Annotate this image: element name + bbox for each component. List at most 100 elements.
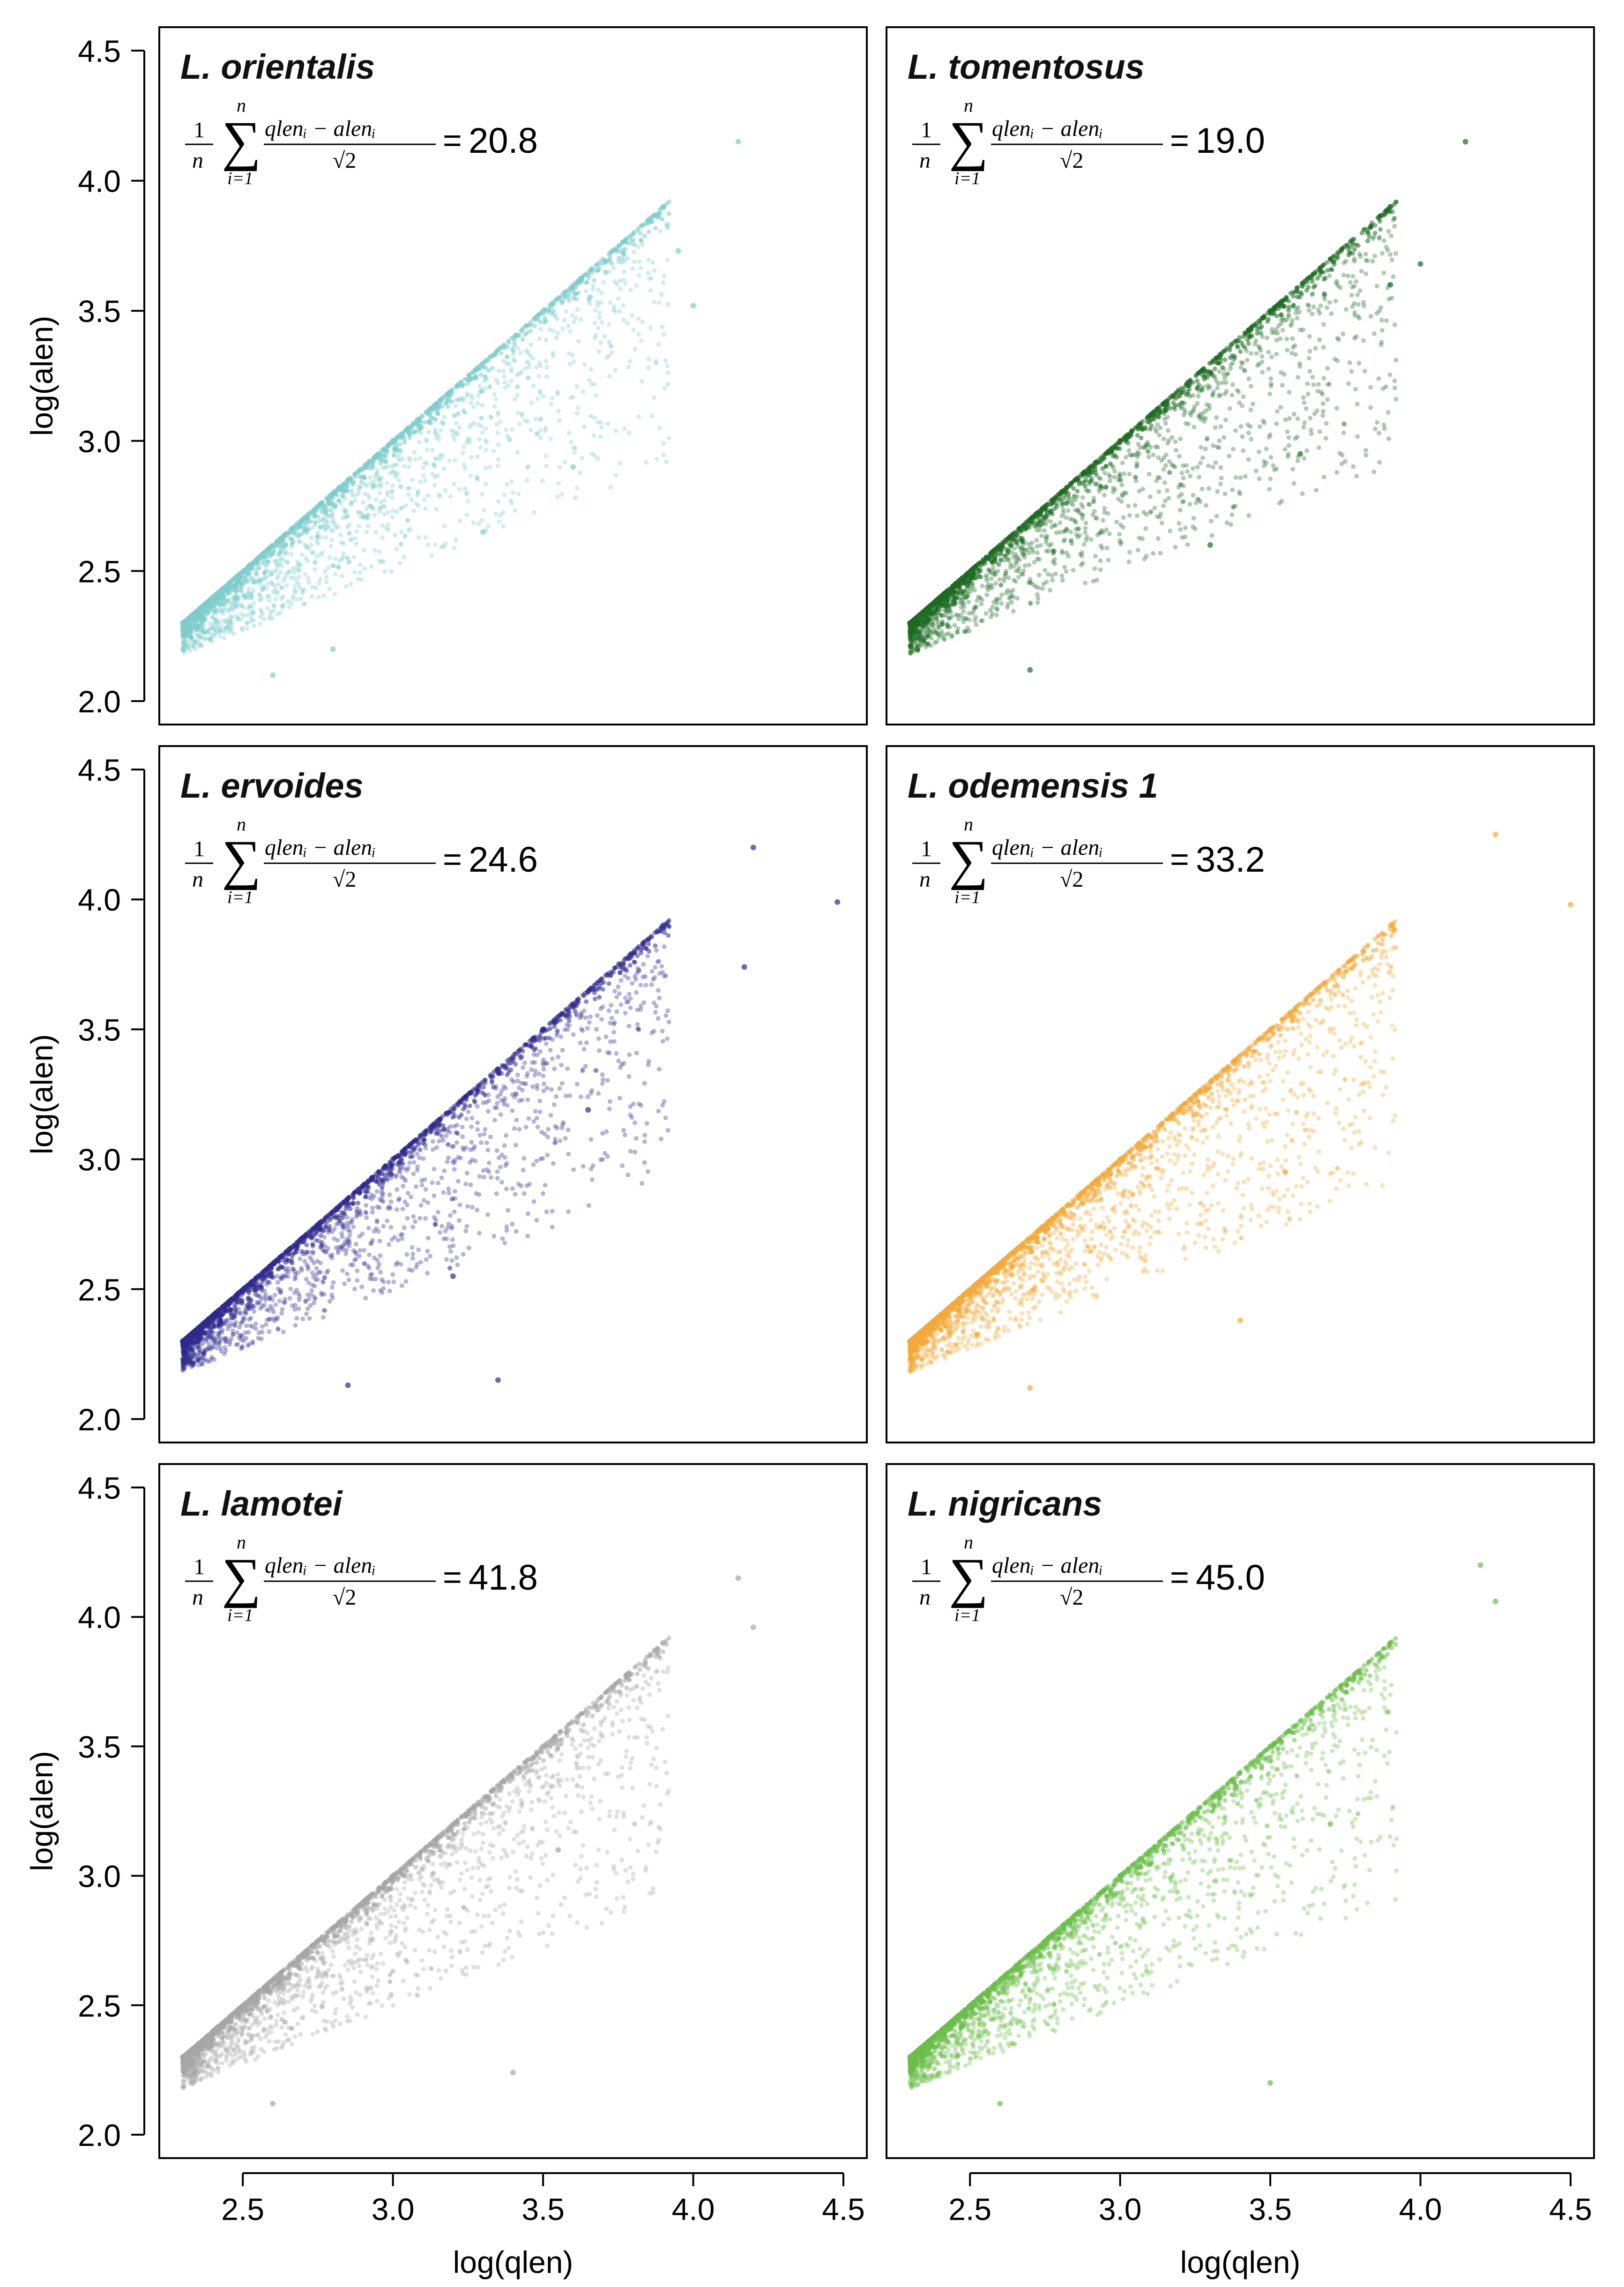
point (281, 533, 286, 538)
point (354, 541, 358, 546)
point (442, 523, 447, 529)
point (554, 316, 559, 321)
point (509, 369, 514, 374)
point (434, 507, 439, 512)
point (1323, 436, 1328, 441)
point (496, 410, 501, 415)
point (511, 351, 516, 357)
point (260, 587, 265, 592)
point (313, 560, 319, 565)
point (582, 424, 587, 429)
point (215, 598, 220, 604)
point (1140, 486, 1145, 492)
point (1095, 532, 1100, 538)
point (226, 597, 231, 602)
point (1264, 446, 1269, 451)
point (564, 309, 569, 314)
point (1265, 335, 1270, 340)
point (398, 541, 403, 546)
point (1161, 467, 1166, 472)
point (1384, 318, 1389, 323)
point (197, 644, 202, 649)
point (397, 441, 402, 447)
point (1070, 502, 1075, 508)
point (441, 466, 447, 471)
point (506, 383, 511, 389)
point (1094, 516, 1099, 521)
point (344, 489, 350, 494)
point (1191, 493, 1196, 498)
point (524, 478, 529, 483)
point (652, 268, 657, 273)
point (595, 456, 600, 461)
point (1365, 239, 1370, 244)
point (1356, 243, 1361, 248)
point (267, 598, 272, 604)
point (1266, 366, 1271, 372)
point (349, 500, 353, 504)
point (1391, 274, 1396, 279)
point (613, 428, 618, 433)
point (293, 589, 298, 594)
point (666, 211, 671, 216)
point (654, 456, 659, 462)
point (496, 442, 501, 447)
sum-bottom: i=1 (227, 169, 253, 188)
point (992, 572, 998, 577)
point (1015, 596, 1020, 601)
point (544, 365, 550, 370)
point (1222, 357, 1228, 362)
point (315, 541, 320, 546)
point (453, 458, 458, 463)
point (1126, 559, 1132, 564)
point (589, 366, 594, 372)
point (1290, 304, 1296, 309)
point (1380, 213, 1385, 218)
point (1371, 331, 1377, 336)
point (540, 478, 545, 483)
point (1317, 429, 1322, 434)
point (398, 485, 403, 489)
point (544, 319, 549, 324)
point (299, 552, 305, 557)
point (1022, 563, 1028, 568)
point (1062, 537, 1067, 542)
point (202, 635, 208, 640)
point (218, 623, 223, 628)
point (570, 464, 576, 470)
point (1389, 257, 1394, 262)
point (190, 635, 195, 641)
point (354, 529, 359, 534)
point (621, 303, 626, 308)
point (495, 412, 500, 417)
point (417, 479, 423, 485)
point (1166, 428, 1171, 433)
point (961, 609, 966, 614)
point (380, 535, 385, 540)
point (665, 370, 670, 375)
point (507, 437, 512, 442)
point (1313, 346, 1318, 351)
point (518, 350, 523, 355)
point (484, 359, 488, 365)
point (1191, 407, 1196, 412)
point (246, 606, 251, 612)
point (356, 468, 361, 473)
point (309, 594, 314, 599)
point (512, 343, 517, 348)
point (464, 377, 469, 382)
point (302, 516, 307, 521)
point (408, 526, 413, 531)
point (1349, 369, 1354, 374)
point (626, 365, 632, 370)
point (407, 455, 412, 460)
point (452, 413, 457, 418)
point (1140, 536, 1145, 541)
point (1302, 456, 1307, 461)
point (1357, 288, 1363, 293)
point (593, 332, 598, 337)
point (276, 552, 281, 557)
point (1282, 447, 1288, 452)
point (605, 421, 611, 426)
